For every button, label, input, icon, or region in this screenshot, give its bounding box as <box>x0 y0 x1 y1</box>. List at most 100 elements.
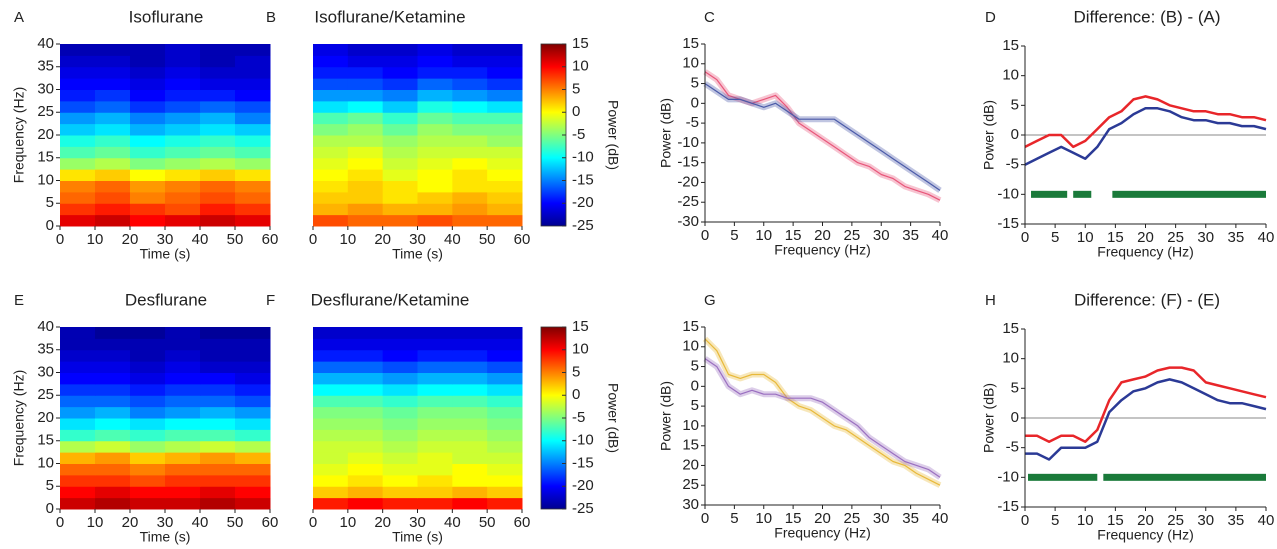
heat-cell <box>487 66 523 79</box>
heat-cell <box>60 55 96 68</box>
panel-letter: D <box>985 9 996 26</box>
heat-cell <box>487 349 523 362</box>
heat-cell <box>165 191 201 204</box>
heat-cell <box>313 203 349 216</box>
heat-cell <box>165 214 201 227</box>
heat-cell <box>95 135 131 147</box>
heat-cell <box>452 78 488 90</box>
heat-cell <box>130 191 166 204</box>
heat-cell <box>200 349 236 362</box>
heat-cell <box>130 418 166 430</box>
heat-cell <box>313 497 349 510</box>
x-tick-label: 35 <box>902 227 919 244</box>
heat-cell <box>382 180 418 193</box>
heat-cell <box>95 180 131 193</box>
heat-cell <box>382 440 418 453</box>
colorbar-tick-label: 0 <box>572 386 580 403</box>
heat-cell <box>487 135 523 147</box>
heat-cell <box>235 486 271 499</box>
x-tick-label: 35 <box>1228 512 1245 529</box>
colorbar-tick-label: -15 <box>572 454 594 471</box>
x-tick-label: 50 <box>227 514 244 531</box>
y-tick-label: 5 <box>1011 379 1019 396</box>
heat-cell <box>487 123 523 136</box>
heat-cell <box>382 474 418 487</box>
x-axis-label: Frequency (Hz) <box>774 242 870 258</box>
heat-cell <box>235 429 271 442</box>
x-tick-label: 0 <box>56 231 64 248</box>
heat-cell <box>487 157 523 170</box>
heat-cell <box>235 89 271 102</box>
x-tick-label: 60 <box>514 231 531 248</box>
heat-cell <box>200 157 236 170</box>
heat-cell <box>313 383 349 396</box>
heat-cell <box>130 203 166 216</box>
x-tick-label: 50 <box>479 514 496 531</box>
heat-cell <box>382 214 418 227</box>
heat-cell <box>60 327 96 339</box>
heat-cell <box>95 112 131 125</box>
heat-cell <box>60 474 96 487</box>
heat-cell <box>417 66 453 79</box>
heat-cell <box>130 123 166 136</box>
heat-cell <box>235 383 271 396</box>
heat-cell <box>347 157 384 170</box>
heat-cell <box>452 180 488 193</box>
heat-cell <box>417 214 453 227</box>
x-tick-label: 40 <box>192 514 209 531</box>
y-tick-label: 30 <box>37 363 54 380</box>
heat-cell <box>200 463 236 476</box>
heat-cell <box>487 78 523 90</box>
heat-cell <box>235 157 271 170</box>
heat-cell <box>165 406 201 419</box>
heat-cell <box>95 429 131 442</box>
heat-cell <box>452 123 488 136</box>
heat-cell <box>60 214 96 227</box>
heat-cell <box>60 66 96 79</box>
heat-cell <box>235 169 271 181</box>
heat-cell <box>347 486 384 499</box>
heat-cell <box>165 157 201 170</box>
x-tick-label: 40 <box>932 227 949 244</box>
x-axis-label: Frequency (Hz) <box>1097 244 1193 260</box>
heat-cell <box>200 135 236 147</box>
y-tick-label: 0 <box>1011 126 1019 143</box>
x-axis-label: Time (s) <box>140 246 191 262</box>
heat-cell <box>130 372 166 385</box>
heat-cell <box>452 191 488 204</box>
y-tick-label: 10 <box>1002 350 1019 367</box>
y-tick-label: 5 <box>691 397 699 414</box>
heat-cell <box>347 463 384 476</box>
heat-cell <box>382 327 418 339</box>
heat-cell <box>200 214 236 227</box>
x-axis-label: Frequency (Hz) <box>774 525 870 541</box>
x-tick-label: 0 <box>56 514 64 531</box>
heat-cell <box>235 372 271 385</box>
y-tick-label: 20 <box>682 456 699 473</box>
y-axis-label: Power (dB) <box>658 98 674 168</box>
heat-cell <box>60 135 96 147</box>
heat-cell <box>95 191 131 204</box>
heat-cell <box>382 123 418 136</box>
heat-cell <box>347 452 384 464</box>
heat-cell <box>417 112 453 125</box>
heat-cell <box>347 180 384 193</box>
heat-cell <box>417 429 453 442</box>
y-tick-label: -5 <box>1006 439 1019 456</box>
heat-cell <box>417 55 453 68</box>
heat-cell <box>347 78 384 90</box>
x-tick-label: 25 <box>844 510 861 527</box>
heat-cell <box>417 406 453 419</box>
heat-cell <box>417 89 453 102</box>
heat-cell <box>382 78 418 90</box>
panel-letter: G <box>704 292 716 309</box>
x-tick-label: 35 <box>902 510 919 527</box>
heat-cell <box>382 395 418 408</box>
heat-cell <box>347 123 384 136</box>
heat-cell <box>235 214 271 227</box>
y-axis-label: Power (dB) <box>981 383 997 453</box>
heat-cell <box>452 497 488 510</box>
heat-cell <box>382 497 418 510</box>
x-tick-label: 50 <box>227 231 244 248</box>
